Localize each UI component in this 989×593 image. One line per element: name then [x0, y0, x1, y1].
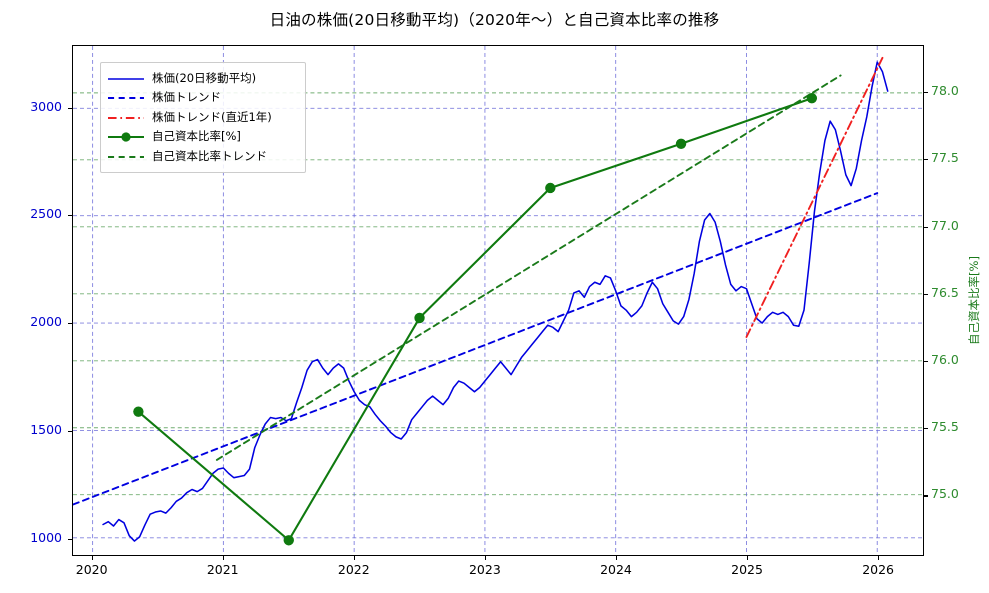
series-layer	[73, 56, 889, 542]
x-tick-mark	[615, 556, 618, 560]
x-tick-mark	[353, 556, 355, 560]
y-tick-mark-left	[68, 323, 72, 325]
y-tick-right: 78.0	[931, 83, 959, 99]
x-tick-mark	[484, 556, 486, 560]
gridlines-left	[73, 107, 923, 539]
legend-item-2[interactable]: 株価トレンド(直近1年)	[107, 107, 299, 127]
chart-legend: 株価(20日移動平均) 株価トレンド株価トレンド(直近1年) 自己資本比率[%] 自己…	[100, 62, 306, 173]
y-tick-mark-left	[68, 107, 72, 109]
data-point-marker	[414, 312, 425, 324]
legend-item-4[interactable]: 自己資本比率トレンド	[107, 146, 299, 166]
y-tick-left: 3000	[30, 98, 62, 114]
y-tick-mark-right	[924, 293, 928, 295]
y-tick-right: 77.5	[931, 150, 959, 166]
y-tick-mark-right	[924, 361, 928, 363]
x-tick: 2024	[600, 562, 632, 577]
y-tick-right: 77.0	[931, 217, 959, 233]
x-tick: 2022	[337, 562, 370, 577]
x-tick: 2020	[75, 562, 108, 577]
data-point-marker	[283, 535, 294, 546]
x-tick: 2026	[862, 562, 895, 577]
chart-title: 日油の株価(20日移動平均)（2020年〜）と自己資本比率の推移	[269, 11, 720, 29]
y-tick-mark-right	[924, 495, 928, 497]
y-tick-mark-right	[924, 159, 928, 161]
series-line-2	[745, 56, 884, 338]
series-line-4	[215, 74, 842, 461]
y-tick-right: 75.5	[931, 419, 959, 435]
y-tick-mark-right	[924, 226, 928, 228]
x-tick: 2021	[206, 562, 239, 577]
x-tick-mark	[222, 556, 224, 560]
legend-swatch-icon	[107, 110, 145, 124]
data-point-marker	[675, 138, 687, 149]
gridlines-x	[92, 46, 878, 555]
legend-label: 自己資本比率[%]	[152, 129, 241, 144]
x-tick: 2025	[731, 562, 763, 577]
series-line-1	[73, 192, 879, 506]
y-tick-right: 76.0	[931, 352, 959, 367]
legend-label: 株価(20日移動平均)	[152, 70, 257, 85]
legend-swatch-icon	[107, 90, 145, 104]
legend-label: 株価トレンド(直近1年)	[152, 109, 272, 124]
y-tick-left: 2000	[30, 314, 62, 330]
data-point-marker	[806, 93, 818, 104]
legend-item-3[interactable]: 自己資本比率[%]	[107, 127, 299, 147]
y-axis-right-label: 自己資本比率[%]	[967, 256, 981, 345]
x-tick-mark	[91, 556, 93, 560]
legend-label: 株価トレンド	[152, 90, 221, 105]
y-tick-left: 1500	[30, 421, 62, 437]
y-tick-left: 2500	[30, 206, 62, 222]
x-tick-mark	[878, 556, 880, 560]
y-tick-right: 75.0	[931, 486, 959, 502]
legend-swatch-icon	[107, 129, 145, 143]
y-tick-mark-right	[924, 92, 928, 94]
data-point-marker	[133, 406, 144, 417]
legend-label: 自己資本比率トレンド	[152, 148, 267, 163]
x-tick-mark	[747, 556, 749, 560]
legend-item-0[interactable]: 株価(20日移動平均)	[107, 68, 299, 88]
y-tick-mark-right	[924, 428, 928, 430]
x-tick: 2023	[468, 562, 501, 577]
y-tick-mark-left	[68, 430, 72, 433]
legend-item-1[interactable]: 株価トレンド	[107, 88, 299, 108]
series-line-0	[102, 61, 889, 542]
y-tick-mark-left	[68, 538, 72, 540]
y-tick-mark-left	[68, 215, 72, 217]
marker-layer	[133, 93, 818, 546]
legend-swatch-icon	[107, 149, 145, 163]
y-tick-right: 76.5	[931, 284, 959, 300]
data-point-marker	[545, 182, 556, 194]
series-line-3	[137, 97, 813, 542]
legend-swatch-icon	[107, 71, 145, 85]
y-tick-left: 1000	[30, 529, 62, 545]
